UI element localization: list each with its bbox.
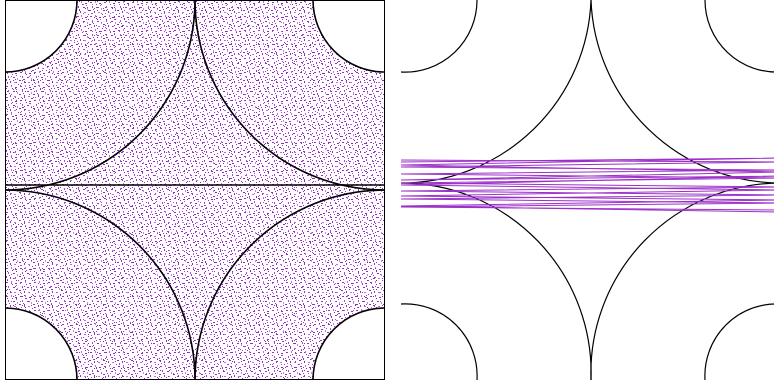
corner-arc-top-left [401, 0, 478, 73]
arc-top-left [401, 0, 592, 184]
arc-top-right [590, 0, 774, 184]
trajectory-path [401, 157, 774, 213]
corner-arc-bottom-left [401, 303, 478, 380]
trajectory-path [401, 159, 774, 211]
trajectory-plot [401, 0, 774, 380]
trajectory-lines [401, 157, 774, 213]
right-panel [401, 0, 774, 380]
arc-bottom-left [401, 182, 592, 380]
arc-bottom-right [590, 182, 774, 380]
corner-arc-bottom-right [704, 303, 774, 380]
corner-arc-top-right [704, 0, 774, 73]
ergodic-fill-plot [5, 0, 385, 380]
left-panel [5, 0, 385, 380]
